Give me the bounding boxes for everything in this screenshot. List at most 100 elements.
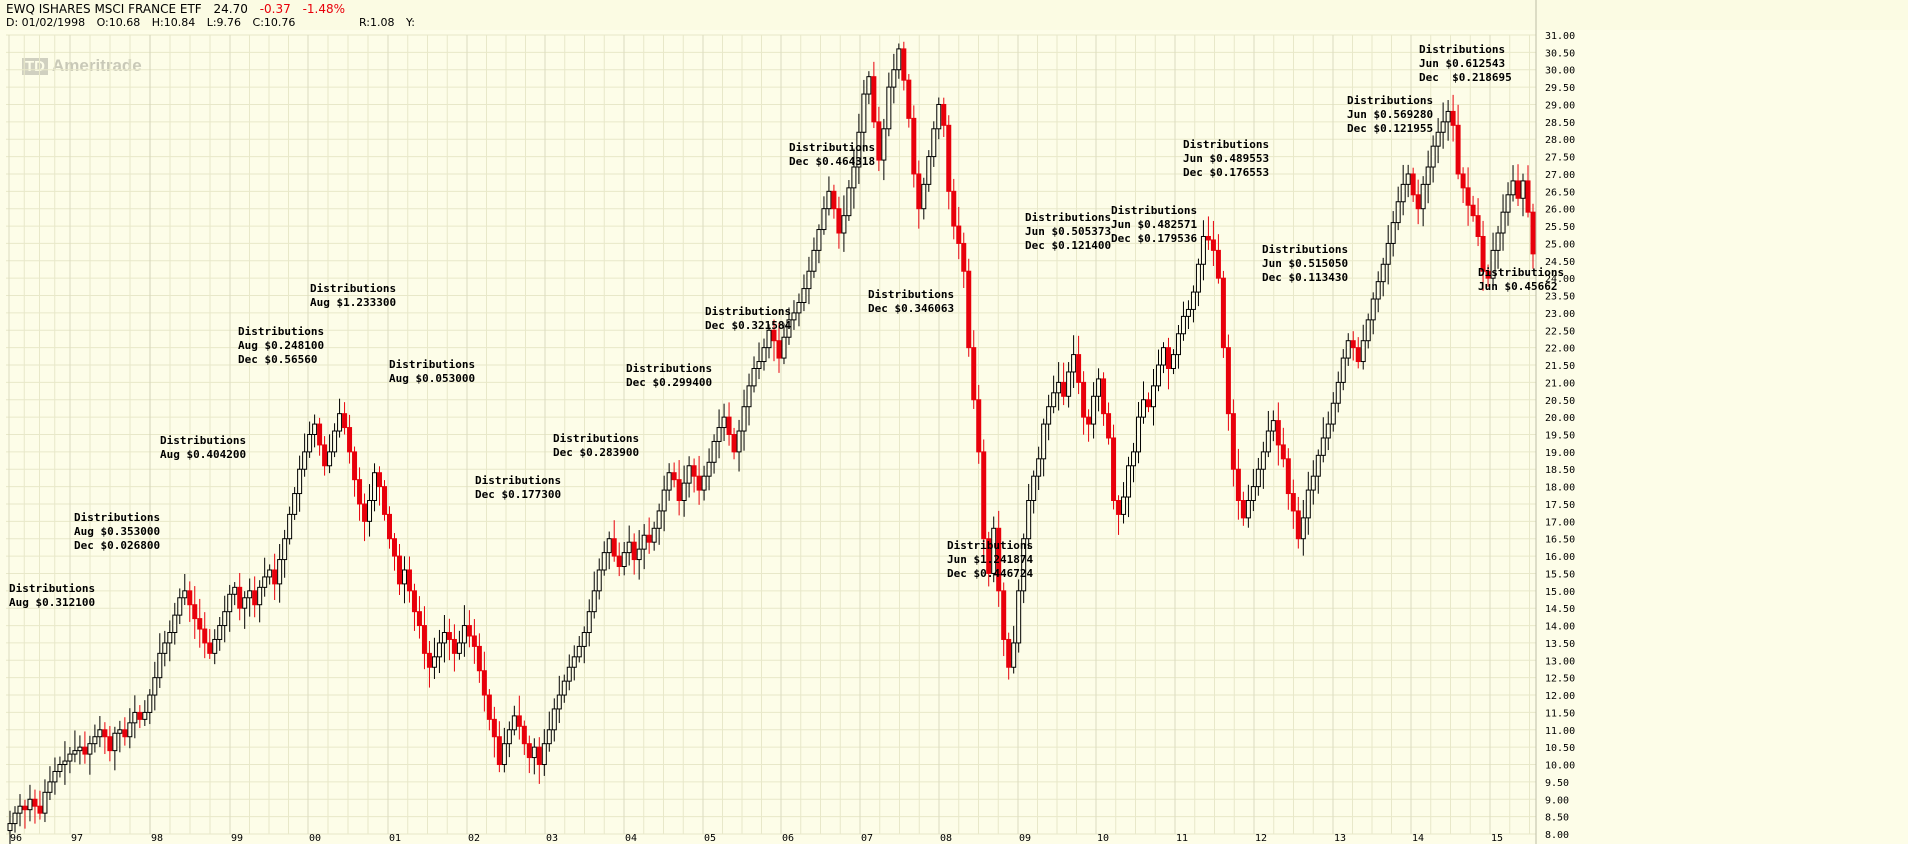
distribution-title: Distributions <box>1183 138 1270 151</box>
last-price: 24.70 <box>213 2 248 16</box>
candle-body <box>1375 281 1381 300</box>
candle-body <box>42 791 48 814</box>
candle-body <box>716 427 722 442</box>
candle-body <box>1520 180 1526 199</box>
candle-body <box>561 680 567 696</box>
candle-body <box>396 555 402 585</box>
distribution-line: Aug $0.248100 <box>238 339 325 352</box>
candle-body <box>911 117 917 175</box>
candle-body <box>157 652 163 679</box>
y-tick-label: 8.50 <box>1545 813 1569 824</box>
distribution-annotation: Distributions Dec $0.177300 <box>475 474 561 502</box>
candle-body <box>1235 468 1241 502</box>
candle-body <box>1480 235 1486 272</box>
candle-body <box>32 798 38 807</box>
candle-body <box>1350 340 1356 349</box>
distribution-title: Distributions <box>74 511 161 524</box>
x-tick-label: 14 <box>1412 833 1424 844</box>
distribution-line: Jun $0.569280 <box>1347 108 1434 121</box>
candle-body <box>1305 489 1311 519</box>
candle-body <box>1365 319 1371 342</box>
candle-body <box>876 121 882 161</box>
distribution-annotation: Distributions Dec $0.464318 <box>789 141 875 169</box>
candle-body <box>1210 239 1216 251</box>
candle-body <box>202 628 208 644</box>
candle-body <box>796 301 802 314</box>
candle-body <box>1131 451 1137 467</box>
candle-body <box>1265 430 1271 453</box>
candle-body <box>846 187 852 217</box>
candle-body <box>97 729 103 738</box>
y-axis: 8.00 8.50 9.00 9.50 10.00 10.50 11.00 11.50 12.0… <box>1545 31 1575 841</box>
candle-body <box>411 590 417 613</box>
candle-body <box>776 340 782 359</box>
candle-body <box>671 472 677 481</box>
distribution-line: Dec $0.176553 <box>1183 166 1270 179</box>
candle-body <box>1425 166 1431 185</box>
candle-body <box>1340 357 1346 383</box>
x-axis: 96 97 98 99 00 01 02 03 04 05 06 07 08 09 10 11 12 13 14 15 <box>10 833 1503 844</box>
x-tick-label: 98 <box>151 833 163 844</box>
candle-body <box>931 128 937 158</box>
x-tick-label: 07 <box>861 833 873 844</box>
candle-body <box>1530 211 1536 255</box>
candle-body <box>636 548 642 561</box>
distribution-title: Distributions <box>1111 204 1198 217</box>
distribution-title: Distributions <box>626 362 713 375</box>
candle-body <box>237 586 243 609</box>
distribution-annotation: Distributions Aug $0.248100 Dec $0.56560 <box>238 325 324 367</box>
candle-body <box>267 569 273 578</box>
candle-body <box>1435 131 1441 147</box>
candle-body <box>476 645 482 672</box>
y-tick-label: 30.00 <box>1545 66 1575 77</box>
distribution-title: Distributions <box>1262 243 1349 256</box>
candle-body <box>342 413 348 429</box>
candle-body <box>1525 180 1531 213</box>
candle-body <box>1410 173 1416 196</box>
candle-body <box>466 625 472 637</box>
y-tick-label: 23.50 <box>1545 292 1575 303</box>
candle-body <box>961 242 967 272</box>
candle-body <box>1420 183 1426 210</box>
candle-body <box>127 722 133 738</box>
candle-body <box>147 694 153 713</box>
candle-body <box>881 128 887 161</box>
distribution-annotation: Distributions Dec $0.299400 <box>626 362 712 390</box>
candle-body <box>1220 277 1226 349</box>
candle-body <box>1315 454 1321 477</box>
candle-body <box>307 434 313 453</box>
candle-body <box>821 208 827 231</box>
candle-body <box>491 718 497 738</box>
y-tick-label: 21.00 <box>1545 378 1575 389</box>
candle-body <box>1126 465 1132 498</box>
candle-body <box>606 538 612 554</box>
candle-body <box>87 743 93 755</box>
candle-body <box>706 461 712 477</box>
candle-body <box>1510 180 1516 196</box>
candle-body <box>451 638 457 654</box>
y-tick-label: 13.50 <box>1545 639 1575 650</box>
candle-body <box>1215 249 1221 279</box>
distribution-annotation: Distributions Dec $0.321584 <box>705 305 791 333</box>
candle-body <box>1155 364 1161 387</box>
candle-body <box>1295 510 1301 540</box>
ohlc-line: D: 01/02/1998 O:10.68 H:10.84 L:9.76 C:1… <box>6 16 423 29</box>
candle-body <box>916 173 922 210</box>
candle-body <box>1175 333 1181 356</box>
candle-body <box>456 642 462 654</box>
candle-body <box>1250 486 1256 502</box>
candle-body <box>811 249 817 272</box>
candle-body <box>431 656 437 668</box>
candle-body <box>951 190 957 227</box>
distribution-annotation: Distributions Jun $0.482571 Dec $0.179536 <box>1111 204 1197 246</box>
distribution-annotation: Distributions Jun $0.515050 Dec $0.113430 <box>1262 243 1348 285</box>
x-tick-label: 12 <box>1255 833 1267 844</box>
y-tick-label: 16.00 <box>1545 552 1575 563</box>
y-tick-label: 20.00 <box>1545 413 1575 424</box>
candle-body <box>262 576 268 588</box>
candle-body <box>691 465 697 477</box>
candle-body <box>17 805 23 814</box>
candle-body <box>1136 416 1142 453</box>
candle-body <box>526 743 532 759</box>
